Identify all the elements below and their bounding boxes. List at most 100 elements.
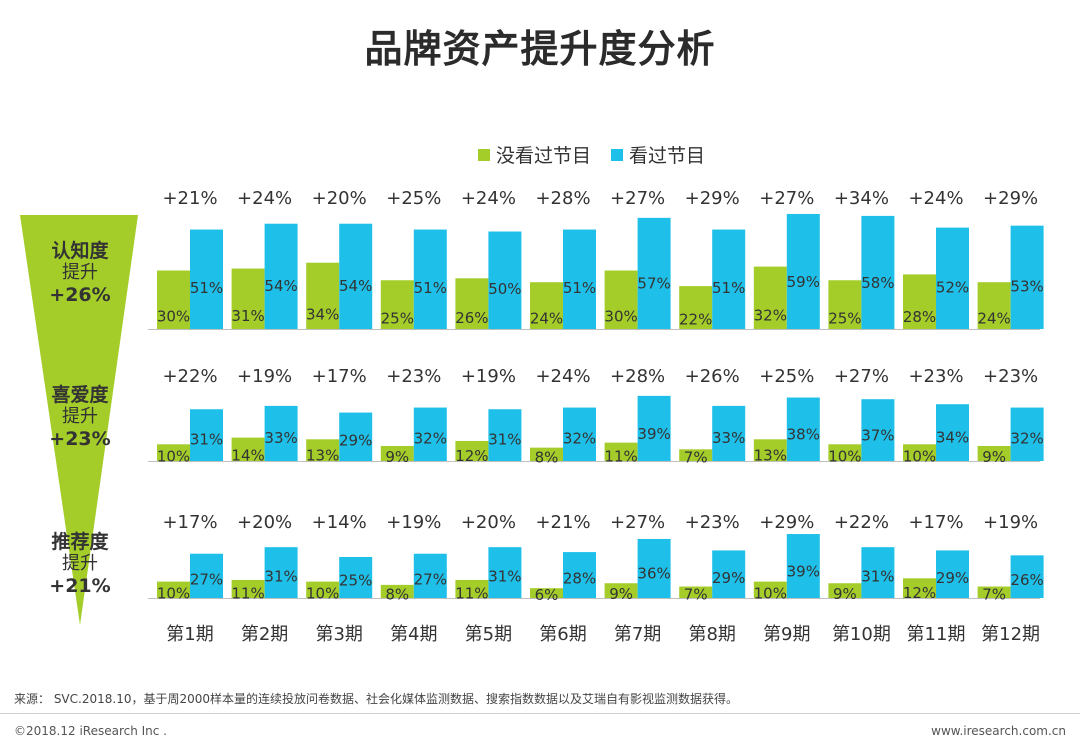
legend-swatch-not-watched: [478, 148, 490, 161]
data-label-watched-p2-c12: 32%: [1010, 430, 1043, 448]
lift-label-p2-c11: +23%: [908, 366, 963, 387]
funnel-value-favorability: +23%: [49, 428, 111, 450]
data-label-watched-p2-c2: 33%: [264, 429, 297, 447]
data-label-not-watched-p3-c5: 11%: [455, 584, 488, 602]
lift-label-p1-c4: +25%: [386, 188, 441, 209]
funnel-shape: [20, 215, 138, 625]
data-label-not-watched-p2-c10: 10%: [828, 448, 861, 466]
data-label-watched-p1-c11: 52%: [936, 278, 969, 296]
bar-not-watched-p3-c12: [977, 586, 1011, 598]
bar-not-watched-p3-c3: [306, 581, 340, 598]
bar-not-watched-p1-c9: [753, 266, 787, 329]
data-label-watched-p3-c5: 31%: [488, 568, 521, 586]
lift-label-p2-c8: +26%: [685, 366, 740, 387]
data-label-not-watched-p1-c11: 28%: [903, 308, 936, 326]
x-tick-label-10: 第10期: [832, 624, 891, 645]
legend-label-not-watched: 没看过节目: [496, 145, 592, 167]
funnel-sub-favorability: 提升: [62, 406, 98, 427]
bar-watched-p2-c1: [190, 409, 223, 461]
data-label-watched-p3-c1: 27%: [190, 570, 223, 588]
bar-not-watched-p2-c1: [157, 444, 190, 461]
website-link[interactable]: www.iresearch.com.cn: [931, 724, 1066, 738]
footer-divider: [0, 713, 1080, 714]
data-label-not-watched-p1-c7: 30%: [604, 307, 637, 325]
data-label-watched-p3-c7: 36%: [637, 564, 670, 582]
x-tick-label-11: 第11期: [907, 624, 966, 645]
data-label-not-watched-p2-c7: 11%: [604, 447, 637, 465]
bar-not-watched-p1-c4: [380, 280, 414, 329]
data-label-watched-p1-c4: 51%: [414, 279, 447, 297]
bar-not-watched-p3-c7: [604, 583, 638, 598]
bar-not-watched-p1-c7: [604, 270, 638, 329]
bar-watched-p2-c9: [786, 397, 820, 461]
data-label-watched-p2-c9: 38%: [787, 426, 820, 444]
bar-watched-p3-c12: [1010, 555, 1044, 598]
funnel-value-awareness: +26%: [49, 284, 111, 306]
lift-label-p3-c8: +23%: [685, 512, 740, 533]
bar-not-watched-p2-c7: [604, 442, 638, 461]
bar-watched-p1-c8: [712, 229, 746, 329]
bar-not-watched-p1-c2: [231, 268, 265, 329]
lift-label-p3-c6: +21%: [535, 512, 590, 533]
data-label-not-watched-p2-c12: 9%: [982, 448, 1006, 466]
bar-watched-p3-c4: [413, 553, 447, 598]
bar-not-watched-p3-c4: [380, 584, 414, 598]
copyright: ©2018.12 iResearch Inc .: [14, 724, 167, 738]
bar-watched-p3-c7: [637, 538, 671, 598]
bar-not-watched-p2-c11: [903, 444, 936, 461]
bar-not-watched-p3-c9: [753, 581, 787, 598]
data-label-watched-p1-c8: 51%: [712, 279, 745, 297]
data-label-not-watched-p2-c6: 8%: [535, 448, 559, 466]
bar-watched-p2-c12: [1010, 407, 1044, 461]
data-label-not-watched-p3-c10: 9%: [833, 585, 857, 603]
bar-watched-p3-c5: [488, 547, 522, 598]
bar-watched-p2-c10: [861, 399, 895, 461]
lift-label-p1-c6: +28%: [535, 188, 590, 209]
data-label-not-watched-p2-c2: 14%: [231, 446, 264, 464]
bar-not-watched-p3-c8: [679, 586, 713, 598]
data-label-watched-p3-c9: 39%: [787, 562, 820, 580]
x-tick-label-7: 第7期: [614, 624, 661, 645]
lift-label-p2-c1: +22%: [162, 366, 217, 387]
data-label-watched-p1-c7: 57%: [637, 275, 670, 293]
bar-watched-p3-c11: [936, 550, 969, 598]
data-label-watched-p1-c2: 54%: [264, 277, 297, 295]
data-label-watched-p2-c10: 37%: [861, 426, 894, 444]
data-label-not-watched-p1-c2: 31%: [231, 307, 264, 325]
lift-label-p3-c10: +22%: [834, 512, 889, 533]
data-label-not-watched-p3-c7: 9%: [609, 585, 633, 603]
funnel-sub-awareness: 提升: [62, 262, 98, 283]
bar-watched-p3-c2: [264, 547, 298, 598]
data-label-not-watched-p3-c6: 6%: [535, 586, 559, 604]
data-label-not-watched-p1-c8: 22%: [679, 310, 712, 328]
funnel-label-awareness: 认知度 提升 +26%: [15, 240, 145, 306]
x-tick-label-3: 第3期: [315, 624, 362, 645]
bar-watched-p1-c3: [339, 223, 373, 329]
data-label-watched-p2-c1: 31%: [190, 430, 223, 448]
bar-watched-p1-c6: [563, 229, 596, 329]
bar-not-watched-p1-c12: [977, 282, 1011, 329]
bar-not-watched-p2-c10: [828, 444, 862, 461]
data-label-not-watched-p2-c5: 12%: [455, 447, 488, 465]
bar-watched-p2-c6: [563, 407, 596, 461]
bar-not-watched-p1-c8: [679, 286, 713, 329]
bar-watched-p2-c3: [339, 412, 373, 461]
lift-label-p3-c11: +17%: [908, 512, 963, 533]
data-label-watched-p2-c5: 31%: [488, 430, 521, 448]
lift-label-p1-c2: +24%: [237, 188, 292, 209]
data-label-watched-p2-c3: 29%: [339, 432, 372, 450]
bar-watched-p2-c4: [413, 407, 447, 461]
data-label-watched-p2-c6: 32%: [563, 430, 596, 448]
bar-watched-p3-c1: [190, 553, 223, 598]
bar-not-watched-p2-c6: [530, 447, 563, 461]
bar-not-watched-p3-c11: [903, 578, 936, 598]
x-tick-label-12: 第12期: [981, 624, 1040, 645]
data-label-not-watched-p3-c4: 8%: [385, 585, 409, 603]
data-label-not-watched-p3-c12: 7%: [982, 586, 1006, 604]
data-label-watched-p3-c8: 29%: [712, 569, 745, 587]
lift-label-p1-c8: +29%: [685, 188, 740, 209]
data-label-watched-p3-c2: 31%: [264, 568, 297, 586]
legend-label-watched: 看过节目: [629, 145, 706, 167]
x-tick-label-5: 第5期: [465, 624, 512, 645]
